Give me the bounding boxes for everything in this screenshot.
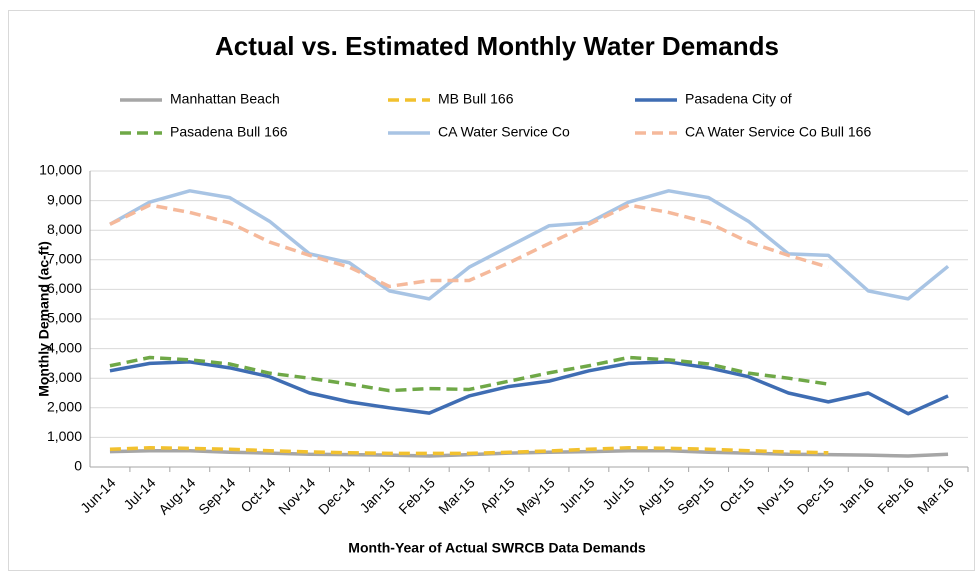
y-tick-label: 9,000 (47, 191, 82, 207)
series-line (109, 355, 829, 393)
y-tick-label: 0 (74, 458, 82, 474)
x-axis-title: Month-Year of Actual SWRCB Data Demands (348, 540, 646, 556)
series-line (109, 360, 949, 416)
y-tick-label: 2,000 (47, 399, 82, 415)
y-tick-label: 10,000 (39, 162, 82, 178)
y-tick-label: 3,000 (47, 369, 82, 385)
legend-label: Pasadena Bull 166 (170, 124, 288, 140)
y-tick-label: 6,000 (47, 280, 82, 296)
series-line (109, 448, 949, 458)
y-tick-label: 7,000 (47, 251, 82, 267)
legend-label: MB Bull 166 (438, 91, 514, 107)
series-line (109, 203, 829, 289)
legend-label: Pasadena City of (685, 91, 792, 107)
y-tick-label: 1,000 (47, 428, 82, 444)
legend-label: CA Water Service Co (438, 124, 570, 140)
series-line (109, 446, 829, 456)
y-tick-label: 8,000 (47, 221, 82, 237)
series-line (109, 189, 950, 301)
legend-label: Manhattan Beach (170, 91, 280, 107)
chart-title: Actual vs. Estimated Monthly Water Deman… (215, 31, 779, 61)
y-tick-label: 4,000 (47, 339, 82, 355)
chart-frame (8, 10, 975, 571)
legend-label: CA Water Service Co Bull 166 (685, 124, 871, 140)
y-axis-title: Monthly Demand (ac-ft) (36, 241, 52, 397)
y-tick-label: 5,000 (47, 310, 82, 326)
